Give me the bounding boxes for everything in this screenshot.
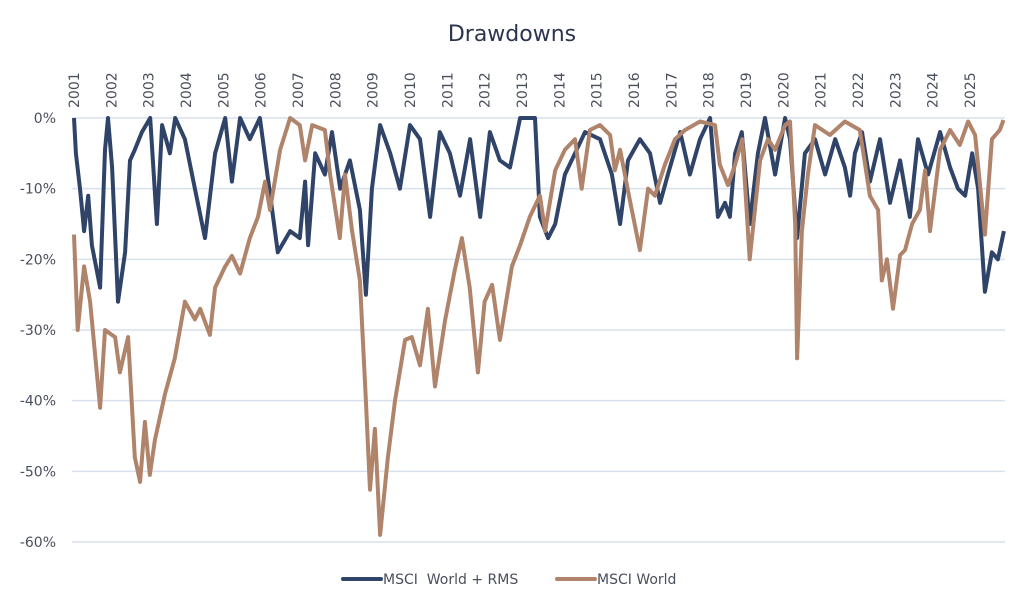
x-tick-label: 2017 bbox=[664, 72, 680, 108]
x-tick-label: 2025 bbox=[963, 72, 979, 108]
legend-label-msci-world-rms: MSCI World + RMS bbox=[383, 572, 518, 588]
y-tick-label: -30% bbox=[20, 323, 56, 339]
x-tick-label: 2004 bbox=[179, 72, 195, 108]
x-tick-label: 2015 bbox=[590, 72, 606, 108]
x-tick-label: 2021 bbox=[814, 72, 830, 108]
series-line-msci-world-rms bbox=[72, 116, 1006, 304]
y-tick-label: -40% bbox=[20, 394, 56, 410]
x-tick-label: 2002 bbox=[104, 72, 120, 108]
x-tick-label: 2008 bbox=[328, 72, 344, 108]
legend-label-msci-world: MSCI World bbox=[597, 572, 676, 588]
x-tick-label: 2018 bbox=[702, 72, 718, 108]
x-tick-label: 2005 bbox=[216, 72, 232, 108]
y-tick-label: -60% bbox=[20, 535, 56, 551]
x-tick-label: 2023 bbox=[888, 72, 904, 108]
y-tick-label: -10% bbox=[20, 182, 56, 198]
x-tick-label: 2019 bbox=[739, 72, 755, 108]
x-tick-label: 2011 bbox=[440, 72, 456, 108]
x-tick-label: 2012 bbox=[478, 72, 494, 108]
series-lines bbox=[72, 116, 1006, 537]
x-tick-label: 2016 bbox=[627, 72, 643, 108]
x-tick-label: 2020 bbox=[776, 72, 792, 108]
x-tick-label: 2007 bbox=[291, 72, 307, 108]
x-axis: 2001 2002 2003 2004 2005 2006 2007 2008 2009 2010… bbox=[67, 72, 979, 108]
x-tick-label: 2009 bbox=[366, 72, 382, 108]
legend: MSCI World + RMS MSCI World bbox=[341, 572, 676, 588]
x-tick-label: 2024 bbox=[926, 72, 942, 108]
x-tick-label: 2010 bbox=[403, 72, 419, 108]
y-tick-label: 0% bbox=[34, 111, 56, 127]
x-tick-label: 2013 bbox=[515, 72, 531, 108]
x-tick-label: 2003 bbox=[142, 72, 158, 108]
y-tick-label: -20% bbox=[20, 252, 56, 268]
series-line-msci-world bbox=[72, 116, 1006, 537]
y-tick-label: -50% bbox=[20, 464, 56, 480]
x-tick-label: 2014 bbox=[552, 72, 568, 108]
chart-title: Drawdowns bbox=[448, 22, 576, 47]
y-axis: 0% -10% -20% -30% -40% -50% -60% bbox=[20, 111, 56, 551]
x-tick-label: 2001 bbox=[67, 72, 83, 108]
x-tick-label: 2022 bbox=[851, 72, 867, 108]
x-tick-label: 2006 bbox=[254, 72, 270, 108]
